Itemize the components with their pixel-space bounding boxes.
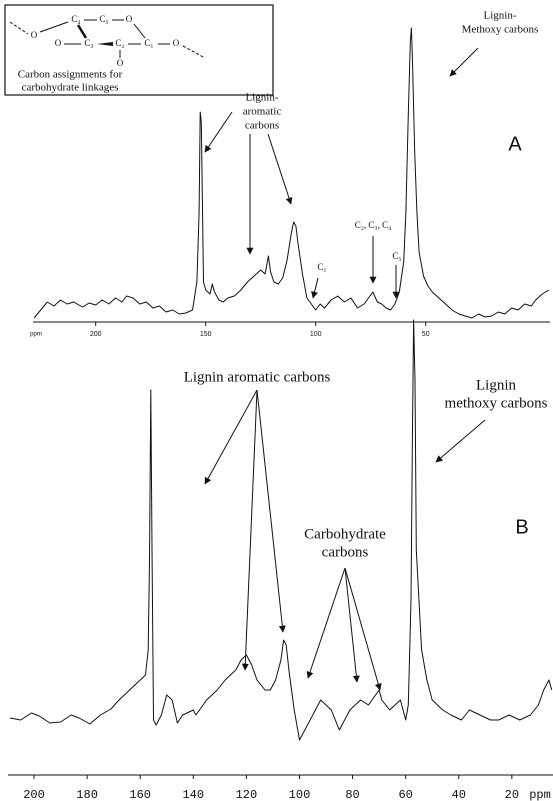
x-tick-label: 100	[310, 331, 322, 338]
bond	[133, 23, 146, 39]
x-axis-label: ppm	[529, 788, 551, 801]
atom: O	[55, 38, 62, 48]
annotation: methoxy carbons	[445, 395, 548, 411]
atom: O	[117, 58, 124, 68]
bond	[97, 42, 113, 46]
inset-caption: carbohydrate linkages	[22, 82, 119, 94]
x-tick-label: 20	[505, 788, 519, 801]
inset-caption: Carbon assignments for	[18, 69, 123, 81]
x-axis-label: ppm	[30, 332, 42, 338]
arrow	[256, 389, 286, 633]
annotation: C₁	[317, 262, 326, 272]
bond	[182, 45, 206, 59]
atom: C₂	[115, 38, 124, 48]
panel-label: A	[508, 133, 522, 155]
annotation: Lignin	[476, 377, 516, 393]
x-tick-label: 200	[23, 788, 45, 801]
annotation: carbons	[245, 120, 279, 132]
x-tick-label: 120	[236, 788, 258, 801]
spectrum	[33, 27, 550, 319]
arrow	[311, 277, 319, 299]
atom: C₅	[99, 14, 108, 24]
x-tick-label: 180	[76, 788, 98, 801]
arrow	[204, 389, 258, 485]
x-tick-label: 100	[289, 788, 311, 801]
annotation: Carbohydrate	[304, 526, 386, 542]
annotation: C₂, C₃, C₄	[355, 220, 391, 230]
x-tick-label: 80	[345, 788, 359, 801]
arrow	[449, 47, 479, 77]
atom: C₄	[71, 14, 80, 24]
atom: C₃	[84, 38, 93, 48]
arrow	[435, 419, 486, 463]
atom: C₁	[144, 38, 153, 48]
annotation: Lignin-	[246, 92, 279, 104]
x-tick-label: 160	[129, 788, 151, 801]
annotation: Lignin-	[484, 10, 517, 22]
atom: O	[31, 30, 38, 40]
arrow	[241, 389, 258, 671]
arrow	[204, 111, 233, 153]
x-tick-label: 60	[398, 788, 412, 801]
x-tick-label: 40	[452, 788, 466, 801]
bond	[39, 21, 69, 33]
arrow	[267, 133, 293, 205]
inset-frame	[4, 4, 274, 96]
x-tick-label: 150	[200, 331, 212, 338]
annotation: Methoxy carbons	[462, 24, 539, 36]
panel-label: B	[515, 516, 528, 538]
x-tick-label: 200	[90, 331, 102, 338]
spectrum	[10, 319, 553, 741]
arrow	[306, 567, 346, 679]
x-tick-label: 140	[182, 788, 204, 801]
bond	[76, 24, 88, 39]
annotation: Lignin aromatic carbons	[184, 369, 331, 385]
bond	[9, 21, 29, 35]
annotation: C₅	[392, 251, 401, 261]
arrow	[344, 567, 360, 683]
annotation: carbons	[322, 544, 369, 560]
atom: O	[126, 14, 133, 24]
inset: O C₄ C₅ O O C₃ C₂ C₁ O O Carbon assignme…	[4, 4, 274, 96]
arrow	[344, 567, 382, 691]
atom: O	[173, 38, 180, 48]
annotation: aromatic	[243, 106, 282, 118]
x-tick-label: 50	[422, 331, 430, 338]
